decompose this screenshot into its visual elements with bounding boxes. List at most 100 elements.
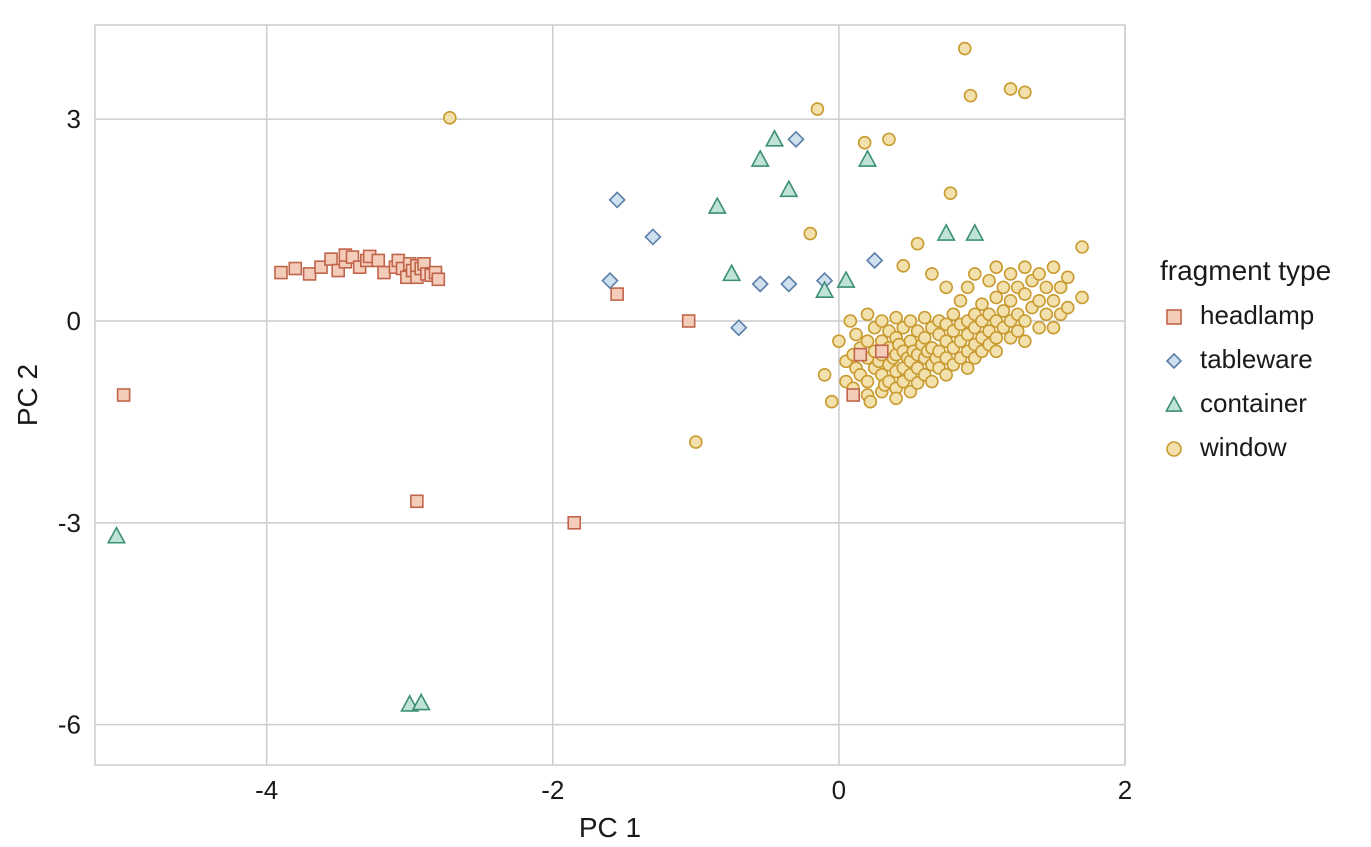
- point-diamond: [753, 277, 768, 292]
- point-circle: [1005, 268, 1017, 280]
- point-triangle: [781, 181, 797, 196]
- point-circle: [862, 308, 874, 320]
- point-triangle: [1166, 397, 1181, 411]
- point-circle: [1047, 261, 1059, 273]
- y-tick-label: 3: [67, 104, 81, 134]
- legend-label: tableware: [1200, 344, 1313, 374]
- plot-border: [95, 25, 1125, 765]
- point-square: [568, 517, 580, 529]
- point-circle: [897, 260, 909, 272]
- point-circle: [926, 376, 938, 388]
- x-tick-label: 0: [832, 775, 846, 805]
- point-triangle: [938, 225, 954, 240]
- point-circle: [1005, 295, 1017, 307]
- point-diamond: [731, 320, 746, 335]
- point-circle: [1019, 315, 1031, 327]
- point-square: [876, 345, 888, 357]
- point-circle: [1040, 281, 1052, 293]
- point-diamond: [603, 273, 618, 288]
- y-tick-label: -6: [58, 710, 81, 740]
- point-circle: [811, 103, 823, 115]
- point-circle: [826, 396, 838, 408]
- point-circle: [1033, 295, 1045, 307]
- point-triangle: [859, 151, 875, 166]
- point-triangle: [413, 694, 429, 709]
- point-circle: [862, 376, 874, 388]
- point-circle: [983, 275, 995, 287]
- legend-title: fragment type: [1160, 255, 1331, 286]
- point-circle: [1033, 322, 1045, 334]
- point-square: [411, 495, 423, 507]
- legend-label: window: [1199, 432, 1287, 462]
- point-triangle: [816, 282, 832, 297]
- point-square: [372, 254, 384, 266]
- point-diamond: [1167, 354, 1181, 368]
- point-circle: [926, 268, 938, 280]
- series-window: [444, 43, 1088, 449]
- legend: fragment type headlamp tableware container w…: [1160, 255, 1331, 462]
- point-diamond: [788, 132, 803, 147]
- point-diamond: [781, 277, 796, 292]
- point-circle: [1047, 322, 1059, 334]
- point-circle: [969, 268, 981, 280]
- point-circle: [944, 187, 956, 199]
- point-circle: [959, 43, 971, 55]
- x-tick-label: -4: [255, 775, 278, 805]
- legend-label: headlamp: [1200, 300, 1314, 330]
- point-diamond: [645, 229, 660, 244]
- x-axis-label: PC 1: [579, 812, 641, 843]
- point-square: [683, 315, 695, 327]
- point-circle: [1076, 291, 1088, 303]
- y-tick-label: -3: [58, 508, 81, 538]
- point-triangle: [752, 151, 768, 166]
- point-circle: [864, 396, 876, 408]
- chart-svg: -4-202-6-303PC 1PC 2fragment typeheadlam…: [0, 0, 1371, 847]
- point-square: [611, 288, 623, 300]
- point-circle: [804, 228, 816, 240]
- point-circle: [954, 295, 966, 307]
- point-circle: [962, 281, 974, 293]
- point-square: [275, 267, 287, 279]
- point-square: [432, 273, 444, 285]
- point-circle: [1040, 308, 1052, 320]
- y-axis-label: PC 2: [12, 364, 43, 426]
- point-circle: [850, 328, 862, 340]
- point-square: [854, 349, 866, 361]
- point-circle: [1019, 261, 1031, 273]
- point-square: [118, 389, 130, 401]
- point-circle: [859, 137, 871, 149]
- points-layer: [108, 43, 1088, 711]
- point-square: [847, 389, 859, 401]
- point-square: [304, 268, 316, 280]
- point-circle: [1047, 295, 1059, 307]
- point-circle: [1019, 335, 1031, 347]
- point-square: [289, 263, 301, 275]
- point-circle: [1076, 241, 1088, 253]
- point-circle: [844, 315, 856, 327]
- series-container: [108, 131, 983, 711]
- point-triangle: [967, 225, 983, 240]
- point-circle: [912, 238, 924, 250]
- point-square: [325, 253, 337, 265]
- y-tick-label: 0: [67, 306, 81, 336]
- point-diamond: [610, 192, 625, 207]
- point-circle: [883, 133, 895, 145]
- point-circle: [819, 369, 831, 381]
- series-tableware: [603, 132, 883, 335]
- point-circle: [1005, 83, 1017, 95]
- point-circle: [1062, 302, 1074, 314]
- point-circle: [990, 261, 1002, 273]
- point-circle: [965, 90, 977, 102]
- point-circle: [990, 345, 1002, 357]
- series-headlamp: [118, 249, 888, 529]
- point-triangle: [838, 272, 854, 287]
- point-triangle: [723, 265, 739, 280]
- point-square: [1167, 310, 1181, 324]
- point-circle: [833, 335, 845, 347]
- point-circle: [890, 392, 902, 404]
- point-circle: [1167, 442, 1181, 456]
- x-tick-label: 2: [1118, 775, 1132, 805]
- point-circle: [1019, 86, 1031, 98]
- legend-label: container: [1200, 388, 1307, 418]
- point-circle: [1062, 271, 1074, 283]
